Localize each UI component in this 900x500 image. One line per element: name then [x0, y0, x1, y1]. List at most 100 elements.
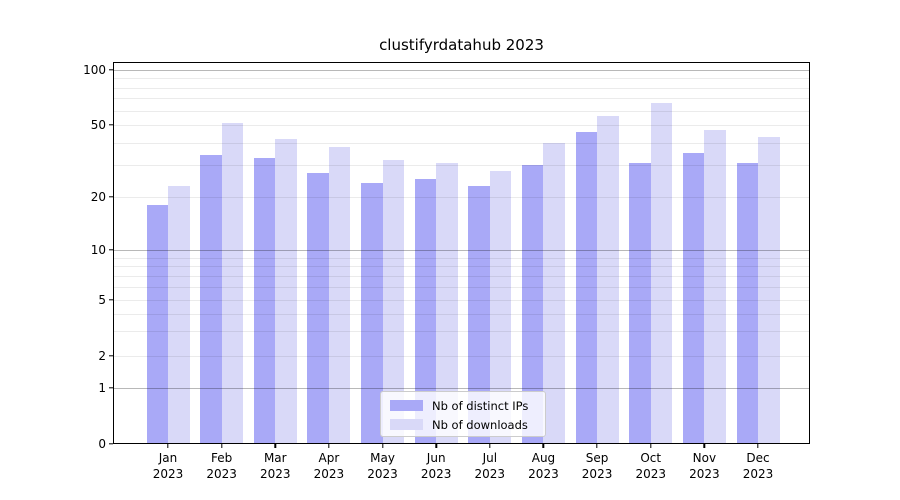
- bar-nb-of-downloads-oct: [650, 102, 673, 444]
- y-tick-label-1: 1: [98, 381, 106, 395]
- legend-swatch: [390, 400, 423, 411]
- bar-nb-of-distinct-ips-apr: [307, 173, 329, 444]
- x-tick-label-sep: Sep 2023: [565, 451, 629, 482]
- gridline-y-6: [114, 286, 809, 288]
- y-tick-mark: [109, 355, 113, 357]
- bar-nb-of-downloads-apr: [328, 146, 351, 444]
- gridline-y-90: [114, 78, 809, 80]
- x-tick-mark: [435, 444, 437, 448]
- bar-nb-of-downloads-may: [382, 160, 405, 444]
- x-tick-mark: [703, 444, 706, 448]
- gridline-y-80: [114, 87, 809, 89]
- x-tick-mark: [757, 444, 759, 448]
- x-tick-year: 2023: [313, 466, 345, 481]
- gridline-y-100: [114, 70, 809, 71]
- gridline-y-40: [114, 142, 809, 144]
- x-tick-month: Sep: [585, 451, 609, 465]
- gridline-y-5: [114, 300, 809, 301]
- x-tick-month: Nov: [692, 451, 717, 465]
- gridline-y-3: [114, 331, 809, 333]
- y-tick-mark: [109, 387, 113, 389]
- y-tick-mark: [109, 124, 113, 126]
- gridline-y-70: [114, 98, 809, 100]
- y-tick-label-100: 100: [83, 63, 106, 77]
- x-tick-year: 2023: [367, 466, 398, 481]
- x-tick-month: Oct: [640, 451, 662, 465]
- bar-nb-of-distinct-ips-mar: [253, 157, 276, 444]
- bar-nb-of-distinct-ips-jan: [146, 205, 168, 444]
- x-tick-year: 2023: [206, 466, 237, 481]
- gridline-y-7: [114, 275, 809, 277]
- gridline-y-4: [114, 313, 809, 315]
- bar-nb-of-downloads-jun: [436, 162, 458, 444]
- bar-nb-of-downloads-mar: [275, 138, 297, 444]
- y-tick-mark: [109, 69, 113, 71]
- x-tick-mark: [167, 444, 169, 448]
- legend-entry-nb-of-downloads: Nb of downloads: [390, 415, 545, 434]
- x-tick-label-mar: Mar 2023: [243, 451, 307, 482]
- chart-title: clustifyrdatahub 2023: [379, 36, 544, 54]
- x-tick-year: 2023: [152, 466, 184, 481]
- bar-nb-of-distinct-ips-jul: [468, 186, 490, 444]
- gridline-y-10: [114, 250, 809, 251]
- x-tick-label-dec: Dec 2023: [726, 451, 790, 482]
- x-tick-year: 2023: [581, 466, 613, 481]
- x-tick-mark: [489, 444, 491, 448]
- gridline-y-20: [114, 197, 809, 198]
- legend-label: Nb of downloads: [432, 417, 528, 432]
- legend: Nb of distinct IPs Nb of downloads: [380, 391, 546, 437]
- gridline-y-1: [114, 388, 809, 389]
- x-tick-year: 2023: [420, 466, 452, 481]
- y-tick-label-0: 0: [98, 437, 106, 451]
- bar-nb-of-downloads-feb: [221, 123, 244, 444]
- bar-nb-of-distinct-ips-sep: [575, 131, 598, 444]
- gridline-y-60: [114, 110, 809, 112]
- x-tick-year: 2023: [259, 466, 291, 481]
- x-tick-year: 2023: [635, 466, 666, 481]
- x-tick-label-jun: Jun 2023: [404, 451, 468, 482]
- y-tick-label-10: 10: [90, 243, 106, 257]
- gridline-y-2: [114, 356, 809, 357]
- bar-nb-of-downloads-jul: [489, 170, 512, 444]
- gridline-y-8: [114, 266, 809, 268]
- gridline-y-9: [114, 257, 809, 259]
- x-tick-year: 2023: [528, 466, 559, 481]
- x-tick-month: Jan: [158, 451, 178, 465]
- x-tick-mark: [381, 444, 384, 448]
- x-tick-label-feb: Feb 2023: [190, 451, 254, 482]
- x-tick-label-jan: Jan 2023: [136, 451, 200, 482]
- y-tick-mark: [109, 443, 113, 445]
- bar-nb-of-downloads-nov: [704, 129, 726, 444]
- x-tick-mark: [274, 444, 276, 448]
- bar-nb-of-distinct-ips-oct: [629, 162, 651, 444]
- x-tick-month: Dec: [746, 451, 770, 465]
- x-tick-mark: [596, 444, 598, 448]
- x-tick-year: 2023: [689, 466, 720, 481]
- bar-nb-of-downloads-jan: [168, 186, 190, 444]
- y-tick-mark: [109, 249, 113, 251]
- x-tick-label-aug: Aug 2023: [511, 451, 575, 482]
- y-tick-mark: [109, 196, 113, 198]
- x-tick-label-jul: Jul 2023: [458, 451, 522, 482]
- x-tick-month: Feb: [211, 451, 233, 465]
- bar-nb-of-distinct-ips-nov: [682, 153, 705, 444]
- bar-nb-of-downloads-dec: [758, 136, 780, 444]
- legend-entry-nb-of-distinct-ips: Nb of distinct IPs: [390, 396, 545, 415]
- legend-swatch: [390, 419, 423, 430]
- x-tick-label-apr: Apr 2023: [297, 451, 361, 482]
- bar-nb-of-distinct-ips-dec: [736, 162, 758, 444]
- x-tick-month: Apr: [318, 451, 340, 465]
- x-tick-mark: [328, 444, 330, 448]
- x-tick-month: May: [370, 451, 395, 465]
- y-tick-label-5: 5: [98, 293, 106, 307]
- x-tick-mark: [542, 444, 545, 448]
- x-tick-mark: [650, 444, 652, 448]
- gridline-y-50: [114, 125, 809, 126]
- x-tick-month: Aug: [531, 451, 556, 465]
- x-tick-label-oct: Oct 2023: [619, 451, 683, 482]
- bar-nb-of-downloads-aug: [543, 142, 565, 444]
